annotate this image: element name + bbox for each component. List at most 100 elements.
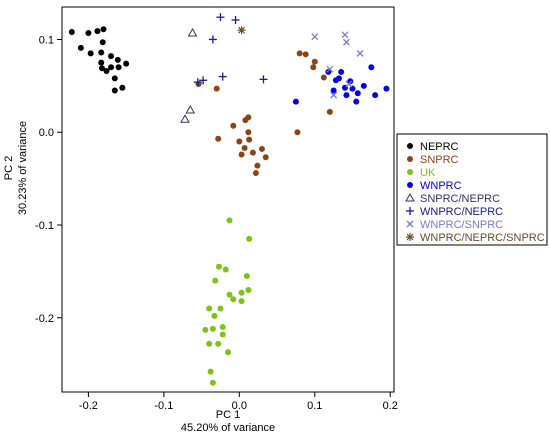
legend-label: WNPRC — [420, 180, 462, 192]
x-axis: -0.2 -0.1 0.0 0.1 0.2 — [79, 392, 398, 412]
point-snprc — [294, 129, 301, 136]
point-uk — [207, 368, 214, 375]
point-wnprc-neprc — [208, 35, 217, 44]
legend-label: NEPRC — [420, 141, 459, 153]
point-neprc — [68, 29, 75, 36]
point-wnprc-snprc — [341, 31, 349, 39]
point-snprc — [254, 162, 261, 169]
legend-label: WNPRC/NEPRC/SNPRC — [420, 232, 545, 244]
point-wnprc — [347, 78, 354, 85]
legend-label: UK — [420, 167, 436, 179]
legend-label: WNPRC/NEPRC — [420, 206, 503, 218]
point-snprc-neprc — [185, 104, 196, 114]
point-neprc — [99, 39, 106, 46]
point-neprc — [111, 75, 118, 82]
point-snprc — [320, 74, 327, 81]
y-axis-subtitle: 30.23% of variance — [17, 121, 29, 215]
point-snprc — [311, 58, 318, 65]
x-tick-label: 0.0 — [232, 400, 247, 412]
point-neprc — [100, 26, 107, 33]
point-uk — [219, 331, 226, 338]
y-tick-label: -0.1 — [35, 220, 54, 232]
point-wnprc-snprc — [343, 38, 350, 46]
point-uk — [209, 325, 216, 332]
x-axis-title: PC 1 — [216, 409, 240, 421]
point-uk — [202, 326, 209, 333]
legend-marker — [406, 233, 414, 241]
point-uk — [238, 289, 245, 296]
legend-marker — [405, 192, 415, 202]
point-wnprc-snprc — [330, 91, 338, 99]
point-wnprc-neprc — [193, 78, 202, 87]
point-snprc-neprc — [187, 27, 198, 37]
point-wnprc-neprc-snprc — [237, 26, 246, 35]
point-snprc — [215, 135, 222, 142]
legend: NEPRCSNPRCUKWNPRCSNPRC/NEPRCWNPRC/NEPRCW… — [396, 133, 548, 246]
point-wnprc — [330, 87, 337, 94]
point-uk — [209, 379, 216, 386]
point-wnprc — [383, 85, 390, 92]
point-wnprc-neprc — [231, 15, 240, 24]
point-uk — [217, 305, 224, 312]
x-tick-label: -0.2 — [79, 400, 98, 412]
point-neprc — [98, 49, 105, 56]
legend-marker — [406, 207, 414, 215]
point-uk — [230, 296, 237, 303]
point-uk — [246, 235, 253, 242]
point-neprc — [87, 50, 94, 57]
legend-label: SNPRC/NEPRC — [420, 193, 500, 205]
legend-marker — [407, 169, 413, 175]
legend-box — [396, 133, 548, 246]
point-neprc — [98, 65, 105, 72]
point-uk — [206, 340, 213, 347]
point-snprc — [238, 151, 245, 158]
point-uk — [238, 298, 245, 305]
point-neprc — [94, 28, 101, 35]
point-uk — [211, 312, 218, 319]
legend-label: SNPRC — [420, 154, 459, 166]
point-uk — [225, 349, 231, 356]
point-wnprc-snprc — [356, 49, 364, 57]
legend-marker — [407, 156, 413, 162]
point-snprc — [310, 64, 317, 71]
point-snprc — [258, 145, 265, 152]
point-snprc — [213, 85, 220, 92]
data-points — [68, 13, 390, 386]
point-snprc — [236, 138, 243, 145]
point-uk — [215, 340, 222, 347]
plot-frame — [61, 6, 395, 393]
x-axis-subtitle: 45.20% of variance — [181, 422, 275, 434]
point-wnprc — [325, 68, 332, 75]
point-snprc — [302, 51, 309, 58]
x-tick-label: 0.1 — [307, 400, 322, 412]
point-uk — [226, 291, 233, 298]
x-tick-label: 0.2 — [383, 400, 398, 412]
point-wnprc-snprc — [311, 33, 319, 41]
y-tick-label: 0.0 — [39, 127, 54, 139]
point-wnprc-snprc — [345, 80, 353, 88]
point-neprc — [123, 60, 130, 67]
point-wnprc-neprc — [216, 13, 225, 22]
point-neprc — [85, 29, 92, 36]
point-neprc — [98, 59, 105, 66]
point-uk — [222, 266, 229, 273]
point-snprc — [230, 122, 237, 129]
point-snprc — [326, 108, 333, 115]
point-neprc — [108, 53, 115, 60]
point-neprc — [119, 84, 126, 91]
point-snprc — [252, 170, 259, 177]
legend-label: WNPRC/SNPRC — [420, 219, 503, 231]
point-snprc — [296, 50, 303, 57]
point-snprc — [245, 129, 252, 136]
point-wnprc — [354, 90, 361, 97]
point-snprc — [245, 114, 252, 121]
y-tick-label: 0.1 — [39, 34, 54, 46]
point-wnprc — [292, 98, 299, 105]
point-snprc — [249, 149, 256, 156]
point-wnprc — [335, 75, 342, 82]
point-uk — [219, 324, 226, 331]
point-uk — [226, 217, 233, 224]
point-uk — [212, 277, 219, 284]
point-wnprc-neprc — [199, 76, 208, 85]
